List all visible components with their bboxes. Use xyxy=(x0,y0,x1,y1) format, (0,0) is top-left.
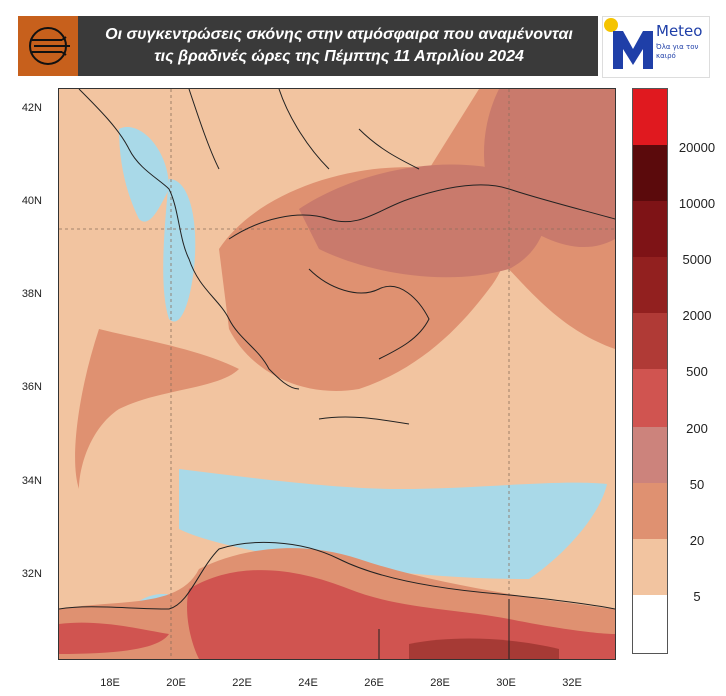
clean-air-adriatic xyxy=(119,127,169,222)
coastlines xyxy=(59,89,615,659)
legend-swatch-3 xyxy=(633,201,667,257)
lon-label-32e: 32E xyxy=(562,677,582,689)
graticule xyxy=(59,89,615,659)
title-banner xyxy=(18,16,598,76)
meteo-logo xyxy=(602,16,710,78)
lat-label-38n: 38N xyxy=(21,288,42,300)
lon-label-18e: 18E xyxy=(100,677,120,689)
legend-swatch-5 xyxy=(633,313,667,369)
lat-label-36n: 36N xyxy=(21,381,42,393)
legend-swatch-9 xyxy=(633,539,667,595)
legend-swatch-6 xyxy=(633,369,667,427)
legend-swatch-7 xyxy=(633,427,667,483)
dust-plume-west xyxy=(75,329,239,489)
dust-field-africa-dark xyxy=(409,638,559,659)
lon-label-30e: 30E xyxy=(496,677,516,689)
lat-label-40n: 40N xyxy=(21,195,42,207)
legend-swatch-4 xyxy=(633,257,667,313)
legend-swatch-1 xyxy=(633,89,667,145)
title-line-2: τις βραδινές ώρες της Πέμπτης 11 Απριλίο… xyxy=(154,48,524,65)
dust-field-africa-red xyxy=(187,570,615,659)
lat-label-42n: 42N xyxy=(21,102,42,114)
brand-tagline: Όλα για τον καιρό xyxy=(656,43,699,60)
legend-label-500: 500 xyxy=(686,364,708,379)
legend-swatch-2 xyxy=(633,145,667,201)
lon-label-22e: 22E xyxy=(232,677,252,689)
brand-name: Meteo xyxy=(656,22,703,40)
lat-label-34n: 34N xyxy=(21,475,42,487)
lon-label-20e: 20E xyxy=(166,677,186,689)
lon-label-26e: 26E xyxy=(364,677,384,689)
legend-label-5: 5 xyxy=(693,589,701,604)
dust-logo-icon xyxy=(18,16,78,76)
dust-map xyxy=(58,88,616,660)
legend-swatch-10 xyxy=(633,595,667,653)
legend-label-50: 50 xyxy=(689,477,705,492)
legend-colorbar xyxy=(632,88,668,654)
legend-label-10000: 10000 xyxy=(678,196,716,211)
map-title: Οι συγκεντρώσεις σκόνης στην ατμόσφαιρα … xyxy=(80,18,598,74)
title-line-1: Οι συγκεντρώσεις σκόνης στην ατμόσφαιρα … xyxy=(105,26,573,43)
legend-label-5000: 5000 xyxy=(682,252,712,267)
lon-label-24e: 24E xyxy=(298,677,318,689)
legend-label-200: 200 xyxy=(686,421,708,436)
lon-label-28e: 28E xyxy=(430,677,450,689)
lat-label-32n: 32N xyxy=(21,568,42,580)
clean-air-ionian xyxy=(163,179,196,322)
legend-label-20: 20 xyxy=(689,533,705,548)
legend-swatch-8 xyxy=(633,483,667,539)
legend-label-2000: 2000 xyxy=(682,308,712,323)
legend-label-20000: 20000 xyxy=(678,140,716,155)
